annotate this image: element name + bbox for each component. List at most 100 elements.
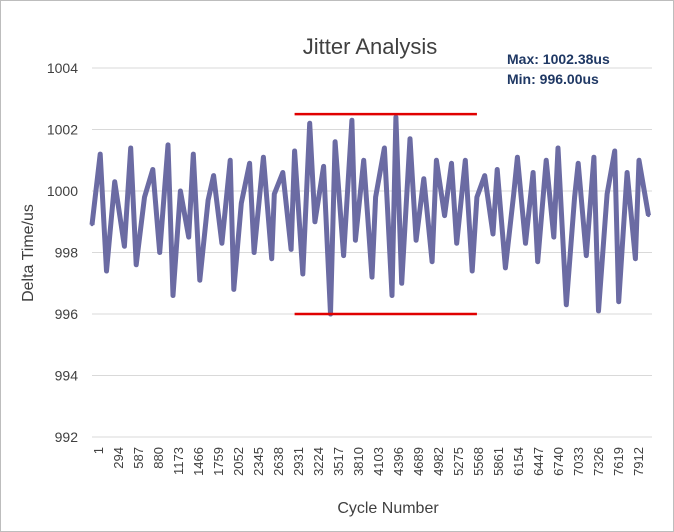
data-point xyxy=(301,272,305,276)
x-tick-label: 2638 xyxy=(271,447,286,476)
x-tick-label: 7912 xyxy=(631,447,646,476)
data-point xyxy=(633,257,637,261)
data-point xyxy=(573,195,577,199)
x-axis-label: Cycle Number xyxy=(337,500,439,517)
data-point xyxy=(342,254,346,258)
x-tick-label: 3224 xyxy=(311,447,326,476)
data-point xyxy=(408,137,412,141)
y-tick-labels: 992 994 996 998 1000 1002 1004 xyxy=(47,60,78,445)
x-tick-label: 3810 xyxy=(351,447,366,476)
data-point xyxy=(313,220,317,224)
data-point xyxy=(353,238,357,242)
x-tick-label: 1759 xyxy=(211,447,226,476)
x-tick-label: 2931 xyxy=(291,447,306,476)
x-tick-label: 2052 xyxy=(231,447,246,476)
data-point xyxy=(134,263,138,267)
x-tick-label: 7326 xyxy=(591,447,606,476)
data-point xyxy=(232,287,236,291)
data-point xyxy=(178,189,182,193)
data-point xyxy=(293,149,297,153)
data-point xyxy=(430,260,434,264)
data-point xyxy=(400,281,404,285)
data-point xyxy=(289,247,293,251)
x-tick-label: 587 xyxy=(131,447,146,469)
data-point xyxy=(552,235,556,239)
data-point xyxy=(281,171,285,174)
series-group xyxy=(89,114,651,317)
series-line xyxy=(89,114,651,317)
x-tick-label: 6740 xyxy=(551,447,566,476)
data-point xyxy=(333,140,337,144)
x-tick-label: 5275 xyxy=(451,447,466,476)
x-tick-label: 1466 xyxy=(191,447,206,476)
y-tick-label: 996 xyxy=(55,306,79,322)
data-point xyxy=(382,146,386,150)
max-annotation: Max: 1002.38us xyxy=(507,51,610,67)
data-point xyxy=(455,241,459,245)
x-tick-label: 4982 xyxy=(431,447,446,476)
data-point xyxy=(443,214,447,218)
data-point xyxy=(151,168,155,171)
data-point xyxy=(239,201,243,205)
data-point xyxy=(637,158,641,162)
data-point xyxy=(272,192,276,196)
data-point xyxy=(613,149,617,153)
min-annotation: Min: 996.00us xyxy=(507,71,599,87)
data-point xyxy=(531,171,535,174)
data-point xyxy=(394,115,398,119)
data-point xyxy=(390,294,394,297)
data-point xyxy=(544,158,548,162)
gridlines xyxy=(92,67,652,438)
data-point xyxy=(374,195,378,199)
data-point xyxy=(158,251,162,254)
x-tick-label: 1173 xyxy=(171,447,186,475)
y-tick-label: 1000 xyxy=(47,183,78,199)
x-tick-label: 6154 xyxy=(511,447,526,476)
data-point xyxy=(90,223,94,227)
data-point xyxy=(470,269,474,273)
data-point xyxy=(261,155,265,159)
data-point xyxy=(187,235,191,239)
x-tick-label: 4103 xyxy=(371,447,386,476)
data-point xyxy=(515,155,519,159)
x-tick-labels: 1 294 587 880 1173 1466 1759 2052 2345 2638 2931 32… xyxy=(91,447,646,476)
min-max-band xyxy=(294,112,477,316)
x-tick-label: 7033 xyxy=(571,447,586,476)
data-point xyxy=(592,155,596,159)
data-point xyxy=(483,174,487,178)
data-point xyxy=(248,161,252,165)
x-tick-label: 5568 xyxy=(471,447,486,476)
data-point xyxy=(475,195,479,199)
data-point xyxy=(212,174,216,178)
y-tick-label: 998 xyxy=(55,245,79,261)
data-point xyxy=(191,152,195,156)
x-tick-label: 1 xyxy=(91,447,106,454)
data-point xyxy=(143,195,146,199)
x-tick-label: 6447 xyxy=(531,447,546,476)
x-tick-label: 7619 xyxy=(611,447,626,476)
data-point xyxy=(122,244,126,248)
y-tick-label: 994 xyxy=(55,368,79,384)
data-point xyxy=(463,158,467,162)
data-point xyxy=(206,198,210,202)
data-point xyxy=(556,146,560,150)
data-point xyxy=(414,238,418,242)
x-tick-label: 5861 xyxy=(491,447,506,476)
data-point xyxy=(503,266,507,270)
data-point xyxy=(576,161,580,165)
data-point xyxy=(198,278,202,282)
data-point xyxy=(647,214,650,218)
data-point xyxy=(220,241,224,245)
y-tick-label: 992 xyxy=(55,429,79,445)
data-point xyxy=(113,180,117,184)
x-tick-label: 2345 xyxy=(251,447,266,476)
data-point xyxy=(171,294,175,297)
data-point xyxy=(584,254,588,258)
data-point xyxy=(129,146,133,150)
x-tick-label: 3517 xyxy=(331,447,346,476)
data-point xyxy=(270,257,274,261)
data-point xyxy=(450,161,453,165)
data-point xyxy=(362,158,366,162)
